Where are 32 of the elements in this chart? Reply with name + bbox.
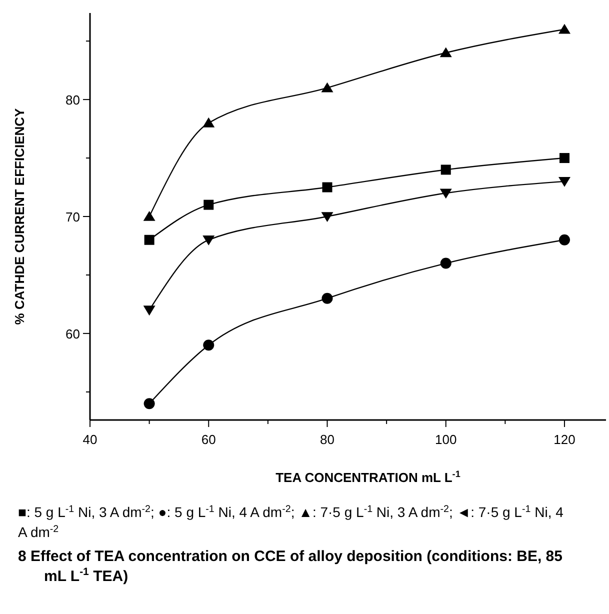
- point: [204, 200, 214, 210]
- point: [322, 292, 333, 304]
- point: [203, 340, 214, 351]
- point: [143, 211, 156, 221]
- x-tick-label: 100: [435, 432, 457, 447]
- point: [440, 258, 452, 269]
- y-axis-title: % CATHDE CURRENT EFFICIENCY: [12, 108, 27, 325]
- point: [558, 234, 570, 246]
- point: [559, 153, 570, 164]
- point: [558, 177, 570, 187]
- point: [202, 117, 215, 128]
- point: [322, 182, 332, 192]
- point: [144, 234, 154, 245]
- point: [440, 188, 452, 199]
- point: [143, 306, 156, 316]
- x-axis-title: TEA CONCENTRATION mL L$^{-1}$: [276, 469, 460, 485]
- point: [144, 398, 155, 410]
- text: ■: 5 g L$^{-1}$ Ni, 3 A dm$^{-2}$; ●: 5 g L$^{-1}$ Ni, 4 A dm$^{-2}$; ▲: 7·5 g L$^{-1}$ Ni, 3 A dm$^{-2}$; ◄: 7·5 g L$^{-1}$ Ni, 4 A dm$^{-2}$: [18, 504, 564, 540]
- x-tick-label: 120: [554, 432, 576, 447]
- x-tick-label: 60: [201, 432, 216, 447]
- point: [321, 212, 334, 222]
- y-tick-label: 60: [66, 326, 80, 342]
- point: [440, 164, 451, 175]
- point: [440, 47, 452, 58]
- point: [321, 82, 334, 92]
- y-tick-label: 70: [66, 210, 80, 224]
- point: [202, 235, 215, 246]
- y-tick-label: 80: [66, 92, 80, 108]
- x-tick-label: 80: [320, 432, 334, 447]
- point: [558, 24, 570, 34]
- text: 8 Effect of TEA concentration on CCE of alloy deposition (conditions: BE, 85 mL L$^{-1}$ TEA): [18, 548, 562, 585]
- x-tick-label: 40: [82, 432, 98, 447]
